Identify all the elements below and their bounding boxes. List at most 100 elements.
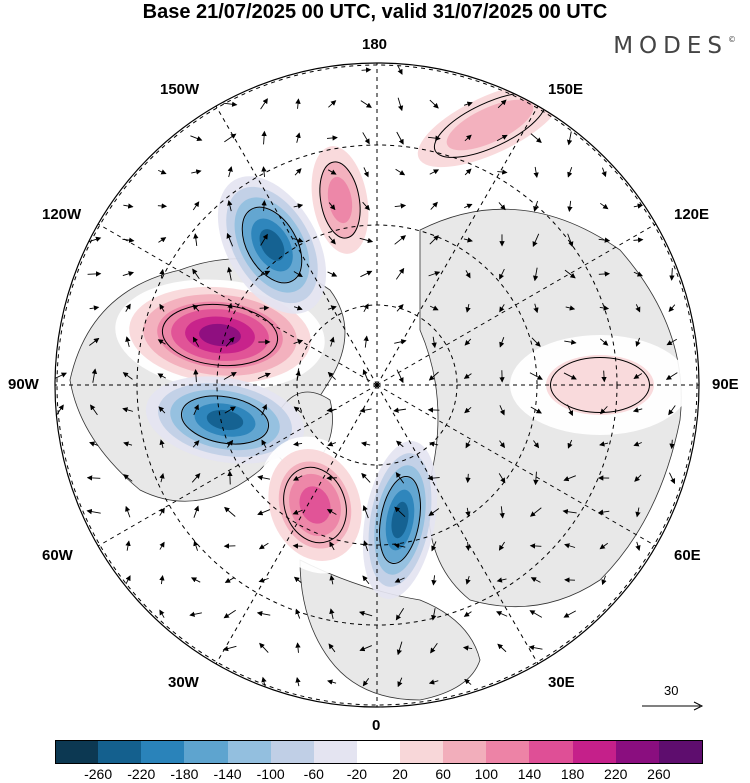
wind-arrow: [599, 441, 609, 447]
wind-arrow: [669, 472, 676, 485]
wind-arrow: [563, 475, 576, 482]
wind-arrow: [159, 268, 165, 279]
colorbar-tick-label: 220: [604, 766, 628, 782]
wind-arrow: [123, 203, 134, 209]
wind-arrow: [360, 270, 373, 278]
wind-arrow: [395, 267, 405, 280]
anomaly-contour: [546, 355, 654, 415]
colorbar-tick-label: 100: [474, 766, 498, 782]
lon-label-150w: 150W: [160, 81, 200, 98]
colorbar-tick-label: -20: [346, 766, 368, 782]
wind-arrow: [635, 337, 641, 347]
wind-arrow: [429, 441, 439, 447]
wind-arrow: [293, 271, 303, 277]
wind-arrow: [567, 233, 574, 248]
wind-arrow: [666, 338, 677, 346]
wind-arrow: [192, 336, 200, 347]
wind-arrow: [359, 407, 372, 413]
wind-arrow: [159, 575, 165, 585]
wind-arrow: [192, 304, 200, 312]
colorbar-tick-label: 180: [560, 766, 585, 782]
height-contour: [319, 161, 361, 239]
height-contour: [283, 466, 347, 544]
wind-arrow: [227, 200, 233, 212]
wind-arrow: [86, 475, 101, 481]
wind-arrow: [427, 475, 440, 481]
meridian-line: [90, 384, 378, 551]
wind-arrow: [257, 475, 271, 481]
wind-arrow: [463, 101, 473, 107]
wind-arrow: [86, 508, 101, 515]
wind-arrow: [632, 407, 643, 413]
wind-arrow: [123, 474, 133, 482]
wind-arrow: [634, 474, 642, 482]
wind-arrow: [363, 540, 369, 552]
wind-arrow: [227, 439, 234, 448]
wind-arrow: [359, 237, 374, 244]
wind-arrow: [222, 645, 237, 652]
wind-arrow: [122, 407, 134, 413]
height-contour: [180, 395, 270, 445]
wind-arrow: [56, 404, 64, 416]
colorbar-tick-label: 260: [647, 766, 671, 782]
wind-arrow: [465, 440, 471, 449]
wind-arrow: [633, 203, 644, 209]
wind-arrow: [159, 439, 165, 449]
wind-arrow: [191, 169, 202, 175]
map-boundary: [54, 62, 700, 708]
colorbar-swatch: [486, 740, 530, 764]
wind-arrow: [193, 233, 199, 247]
wind-arrow: [496, 611, 508, 617]
wind-arrow: [125, 540, 131, 551]
wind-arrow: [564, 543, 576, 549]
wind-arrow: [122, 271, 135, 277]
wind-arrow: [567, 200, 573, 213]
wind-arrow: [123, 441, 133, 447]
wind-arrow: [293, 237, 304, 243]
wind-arrow: [259, 305, 270, 311]
wind-arrow: [496, 134, 508, 142]
wind-arrow: [223, 609, 236, 619]
wind-arrow: [224, 133, 237, 143]
wind-arrow: [529, 610, 543, 618]
wind-arrow: [431, 608, 437, 621]
wind-arrow: [91, 368, 98, 383]
wind-arrow: [226, 232, 234, 247]
wind-arrow: [394, 339, 407, 345]
wind-arrow: [295, 642, 301, 653]
wind-arrow: [601, 167, 607, 178]
wind-arrow: [496, 577, 507, 583]
wind-arrow: [258, 542, 269, 550]
brand-name: MODES: [613, 33, 728, 59]
wind-arrow: [533, 200, 539, 212]
wind-arrow: [192, 440, 200, 448]
meridian-line: [211, 384, 378, 672]
wind-arrow: [292, 475, 303, 481]
wind-arrow: [293, 406, 302, 414]
wind-arrow: [87, 236, 102, 243]
wind-arrow: [633, 271, 643, 277]
wind-arrow: [260, 98, 268, 110]
map-title: Base 21/07/2025 00 UTC, valid 31/07/2025…: [142, 1, 608, 23]
meridian-line: [376, 219, 664, 386]
wind-arrow: [193, 505, 200, 518]
wind-arrow: [462, 645, 473, 651]
wind-arrow: [533, 440, 540, 449]
wind-arrow: [464, 338, 472, 346]
wind-arrow: [465, 507, 471, 518]
colorbar-tick-label: -260: [84, 766, 113, 782]
colorbar-swatch: [400, 740, 444, 764]
wind-arrow: [394, 577, 405, 583]
wind-arrow: [192, 268, 200, 279]
wind-arrow: [530, 577, 541, 583]
wind-arrow: [396, 641, 403, 656]
wind-arrow: [566, 131, 573, 146]
wind-arrow: [159, 473, 165, 483]
wind-arrow: [361, 472, 371, 483]
wind-arrow: [599, 542, 609, 550]
wind-arrow: [428, 371, 439, 381]
wind-arrow: [261, 166, 267, 178]
wind-arrow: [328, 202, 336, 211]
wind-arrow: [597, 509, 610, 515]
wind-arrow: [224, 406, 236, 414]
